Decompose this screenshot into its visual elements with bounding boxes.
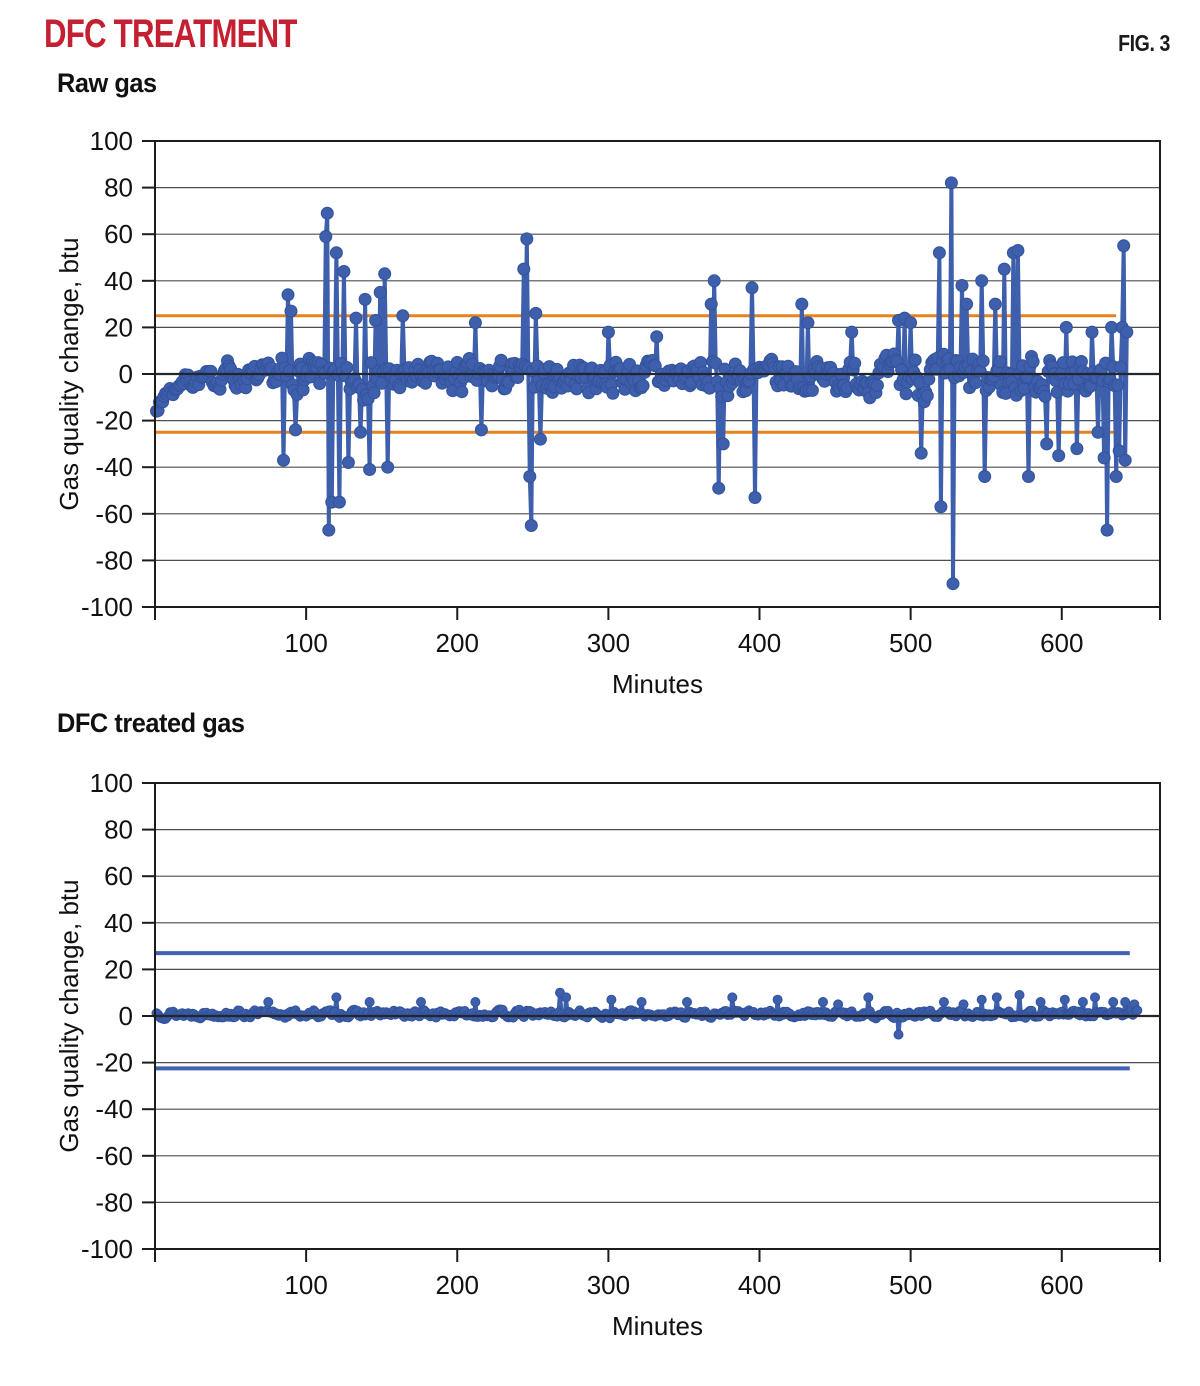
x-tick-label: 400 <box>738 628 781 658</box>
x-tick-label: 300 <box>587 628 630 658</box>
x-tick-label: 500 <box>889 1270 932 1300</box>
y-tick-label: 40 <box>104 266 133 296</box>
y-axis-title: Gas quality change, btu <box>54 879 84 1152</box>
chart-0: -100 -80 -60 -40 -20 0 20 40 60 80 100 100 200 300 400… <box>54 126 1161 699</box>
y-tick-label: 80 <box>104 173 133 203</box>
figure-title: DFC TREATMENT <box>44 12 297 56</box>
x-tick-label: 600 <box>1040 1270 1083 1300</box>
y-tick-label: 100 <box>90 126 133 156</box>
x-tick-label: 300 <box>587 1270 630 1300</box>
figure-number: FIG. 3 <box>1118 30 1170 56</box>
y-tick-label: -60 <box>95 499 133 529</box>
y-tick-label: 0 <box>119 359 133 389</box>
y-tick-label: 40 <box>104 908 133 938</box>
series-markers <box>150 176 1134 591</box>
y-tick-label: 20 <box>104 954 133 984</box>
y-tick-label: -40 <box>95 452 133 482</box>
x-tick-label: 100 <box>284 1270 327 1300</box>
y-tick-label: 80 <box>104 815 133 845</box>
y-tick-label: -80 <box>95 1187 133 1217</box>
y-tick-label: -100 <box>81 1234 133 1264</box>
y-tick-label: 60 <box>104 219 133 249</box>
y-axis-title: Gas quality change, btu <box>54 237 84 510</box>
y-tick-label: -80 <box>95 545 133 575</box>
y-tick-label: -20 <box>95 1048 133 1078</box>
raw-gas-heading: Raw gas <box>57 68 157 98</box>
x-tick-label: 600 <box>1040 628 1083 658</box>
x-tick-label: 500 <box>889 628 932 658</box>
y-tick-label: 100 <box>90 768 133 798</box>
y-tick-label: -40 <box>95 1094 133 1124</box>
x-tick-label: 400 <box>738 1270 781 1300</box>
x-tick-label: 200 <box>436 1270 479 1300</box>
y-tick-label: 20 <box>104 312 133 342</box>
y-tick-label: 0 <box>119 1001 133 1031</box>
treated-gas-heading: DFC treated gas <box>57 708 245 738</box>
x-axis-title: Minutes <box>612 1311 703 1341</box>
y-tick-label: -20 <box>95 406 133 436</box>
x-tick-label: 100 <box>284 628 327 658</box>
y-tick-label: -60 <box>95 1141 133 1171</box>
chart-1: -100 -80 -60 -40 -20 0 20 40 60 80 100 100 200 300 400… <box>54 768 1161 1341</box>
y-tick-label: 60 <box>104 861 133 891</box>
y-tick-label: -100 <box>81 592 133 622</box>
series-markers <box>151 987 1143 1040</box>
x-axis-title: Minutes <box>612 669 703 699</box>
x-tick-label: 200 <box>436 628 479 658</box>
